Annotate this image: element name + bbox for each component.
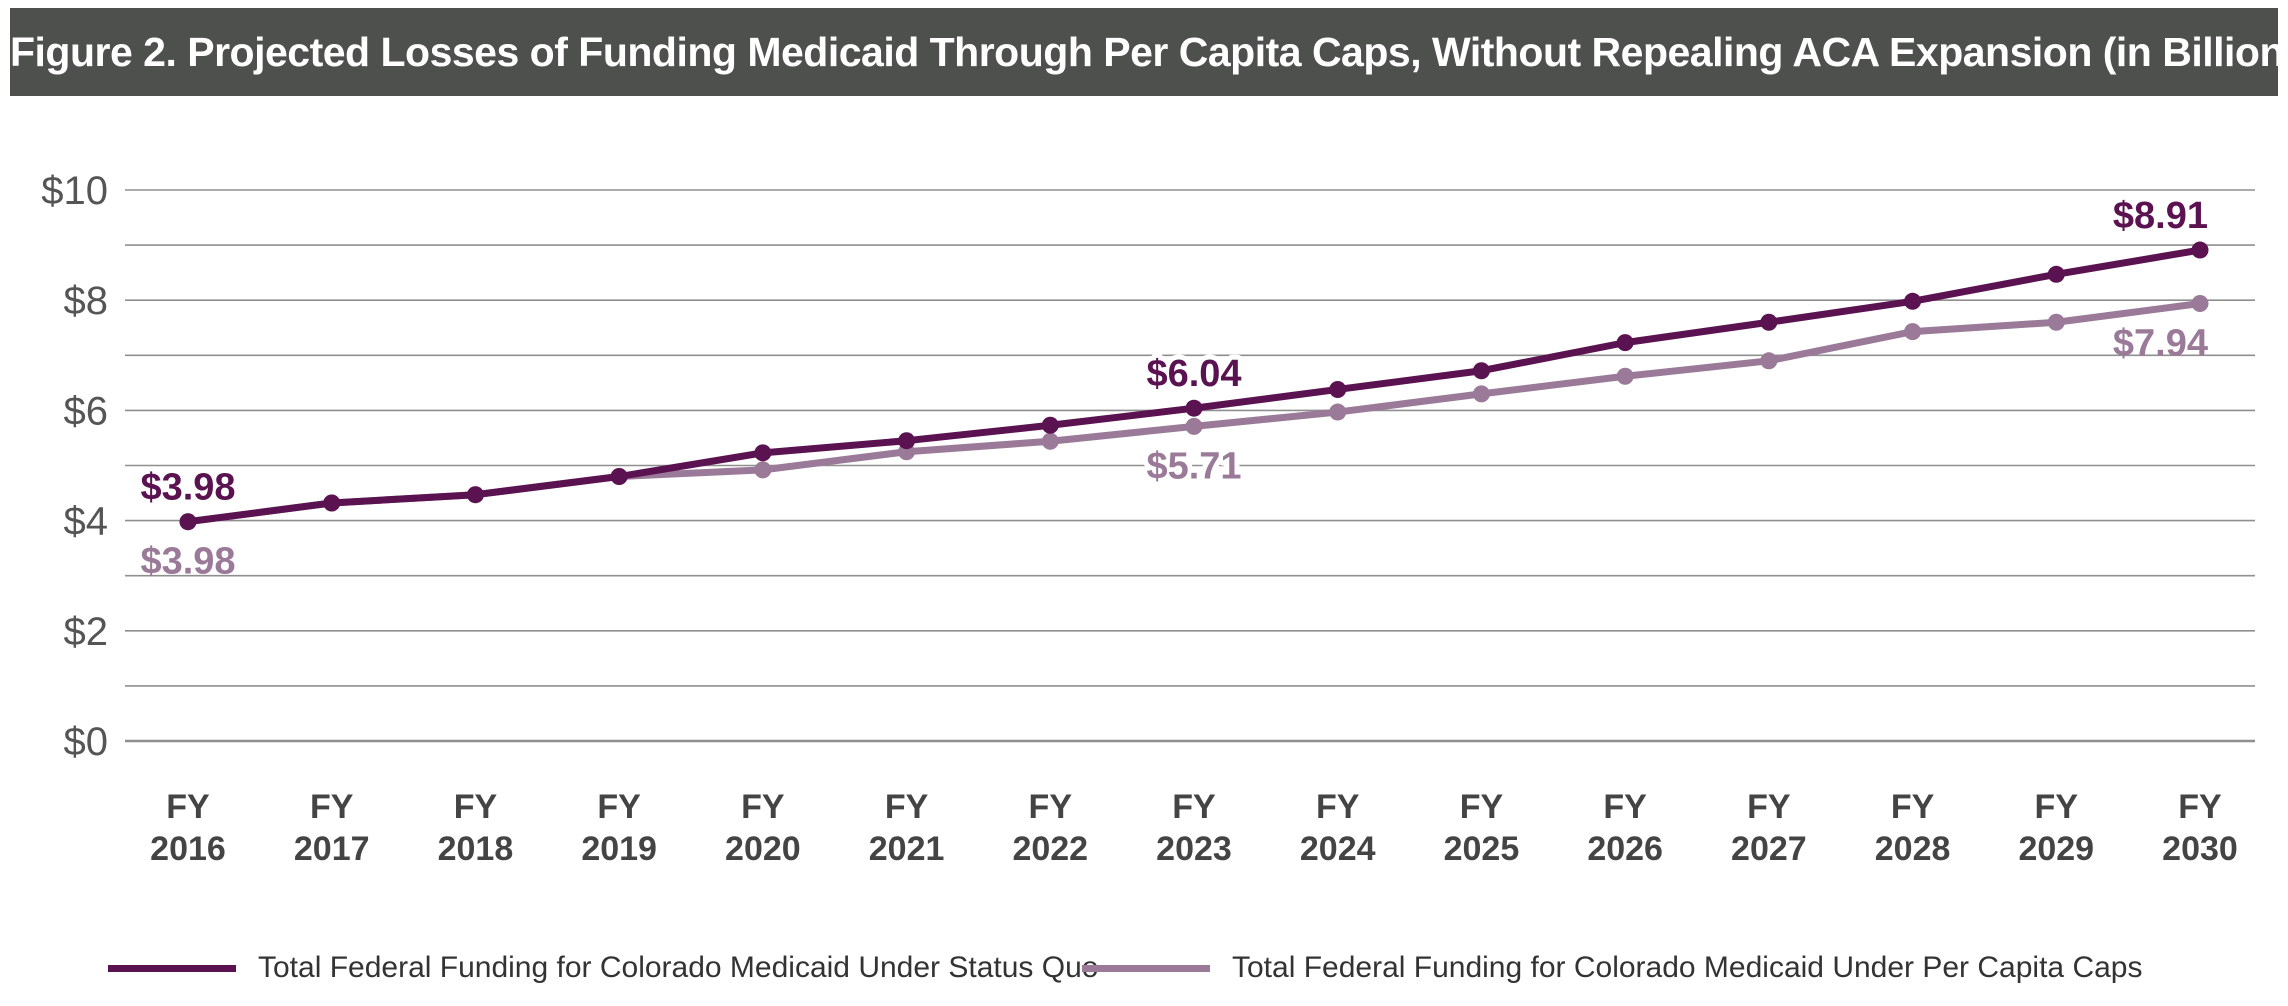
y-tick-label: $2	[64, 610, 109, 654]
data-label-per-capita-caps: $7.94	[2113, 323, 2208, 365]
data-point-status-quo	[1616, 334, 1634, 352]
data-point-status-quo	[466, 486, 484, 504]
x-tick-label: FY 2023	[1156, 788, 1232, 868]
data-point-per-capita-caps	[2191, 295, 2209, 313]
data-point-status-quo	[898, 432, 916, 450]
legend-swatch-per-capita-caps	[1082, 964, 1210, 972]
legend-swatch-status-quo	[108, 964, 236, 972]
y-tick-label: $6	[64, 389, 109, 433]
x-tick-label: FY 2027	[1731, 788, 1807, 868]
x-tick-label: FY 2019	[581, 788, 657, 868]
data-labels: $3.98 $6.04 $8.91 $3.98 $5.71 $7.94	[140, 195, 2208, 583]
data-label-status-quo: $8.91	[2113, 195, 2208, 237]
data-point-per-capita-caps	[1329, 403, 1347, 421]
data-point-per-capita-caps	[1760, 352, 1778, 370]
x-tick-label: FY 2022	[1012, 788, 1088, 868]
y-tick-label: $0	[64, 720, 109, 764]
x-tick-label: FY 2030	[2162, 788, 2238, 868]
data-point-per-capita-caps	[1185, 417, 1203, 435]
chart-title: Figure 2. Projected Losses of Funding Me…	[10, 8, 2278, 96]
data-point-status-quo	[1329, 380, 1347, 398]
x-tick-label: FY 2018	[438, 788, 514, 868]
x-tick-label: FY 2029	[2018, 788, 2094, 868]
y-tick-label: $8	[64, 279, 109, 323]
data-point-status-quo	[1185, 399, 1203, 417]
data-point-status-quo	[179, 513, 197, 531]
data-point-status-quo	[1041, 416, 1059, 434]
x-axis-ticks: FY 2016 FY 2017 FY 2018 FY 2019 FY 2020 FY 2021 FY 20…	[150, 788, 2238, 868]
series-lines	[179, 241, 2209, 531]
legend-item-status-quo: Total Federal Funding for Colorado Medic…	[108, 948, 1098, 988]
data-point-status-quo	[1760, 313, 1778, 331]
data-point-per-capita-caps	[754, 461, 772, 479]
legend-label-status-quo: Total Federal Funding for Colorado Medic…	[258, 951, 1099, 984]
y-tick-label: $4	[64, 500, 109, 544]
data-point-per-capita-caps	[1616, 367, 1634, 385]
data-point-status-quo	[1904, 292, 1922, 310]
x-tick-label: FY 2025	[1444, 788, 1520, 868]
data-point-status-quo	[2047, 265, 2065, 283]
legend-item-per-capita-caps: Total Federal Funding for Colorado Medic…	[1082, 948, 2142, 988]
data-point-status-quo	[2191, 241, 2209, 259]
x-tick-label: FY 2028	[1875, 788, 1951, 868]
data-point-per-capita-caps	[1041, 432, 1059, 450]
x-tick-label: FY 2016	[150, 788, 226, 868]
y-axis-ticks: $0 $2 $4 $6 $8 $10	[41, 169, 108, 764]
data-point-per-capita-caps	[1472, 385, 1490, 403]
legend-label-per-capita-caps: Total Federal Funding for Colorado Medic…	[1232, 951, 2143, 984]
x-tick-label: FY 2026	[1587, 788, 1663, 868]
x-tick-label: FY 2017	[294, 788, 370, 868]
data-label-status-quo: $3.98	[140, 467, 235, 509]
y-tick-label: $10	[41, 169, 108, 213]
data-point-status-quo	[323, 494, 341, 512]
data-point-status-quo	[754, 444, 772, 462]
data-point-status-quo	[610, 468, 628, 486]
x-tick-label: FY 2021	[869, 788, 945, 868]
data-point-per-capita-caps	[2047, 313, 2065, 331]
data-label-per-capita-caps: $5.71	[1146, 445, 1241, 487]
data-point-status-quo	[1472, 362, 1490, 380]
data-point-per-capita-caps	[1904, 323, 1922, 341]
x-tick-label: FY 2024	[1300, 788, 1376, 868]
x-tick-label: FY 2020	[725, 788, 801, 868]
data-label-per-capita-caps: $3.98	[140, 541, 235, 583]
data-label-status-quo: $6.04	[1146, 353, 1241, 395]
